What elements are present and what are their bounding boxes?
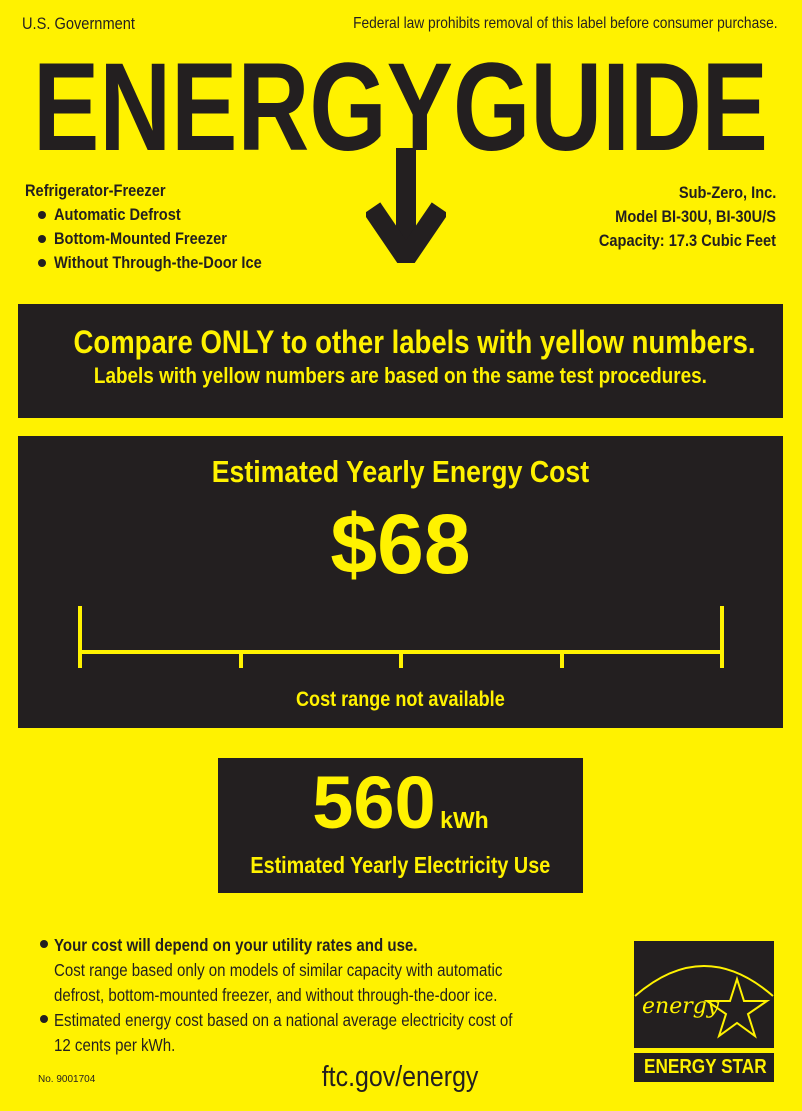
compare-banner: Compare ONLY to other labels with yellow… [18,304,783,418]
energy-star-label: ENERGY STAR [634,1053,774,1082]
cost-range-note: Cost range not available [296,688,505,711]
electricity-value-row: 560 kWh [218,766,583,840]
yearly-cost-panel: Estimated Yearly Energy Cost $68 Cost ra… [18,436,783,728]
issuer: U.S. Government [22,14,135,33]
energy-star-icon: energy [634,941,774,1048]
cost-value: $68 [330,497,471,591]
note-2-line: 12 cents per kWh. [54,1035,176,1055]
arrow-down-icon [366,148,446,263]
manufacturer-info: Sub-Zero, Inc. Model BI-30U, BI-30U/S Ca… [570,181,776,253]
svg-text:energy: energy [642,994,720,1019]
website-link[interactable]: ftc.gov/energy [321,1061,479,1093]
label-number: No. 9001704 [38,1074,96,1085]
electricity-use-panel: 560 kWh Estimated Yearly Electricity Use [218,758,583,893]
feature-item: Automatic Defrost [34,205,296,229]
note-1-line: defrost, bottom-mounted freezer, and wit… [54,985,498,1005]
capacity: Capacity: 17.3 Cubic Feet [598,231,776,250]
removal-notice: Federal law prohibits removal of this la… [353,15,778,32]
energy-star-logo: energy ENERGY STAR [634,941,774,1082]
feature-list: Automatic Defrost Bottom-Mounted Freezer… [34,205,296,277]
compare-line2: Labels with yellow numbers are based on … [94,363,707,388]
feature-item: Bottom-Mounted Freezer [34,229,296,253]
electricity-label: Estimated Yearly Electricity Use [250,852,551,878]
note-1-heading: Your cost will depend on your utility ra… [38,933,587,958]
model: Model BI-30U, BI-30U/S [615,207,776,226]
compare-line1: Compare ONLY to other labels with yellow… [73,324,756,360]
cost-range-scale [78,606,724,668]
cost-heading: Estimated Yearly Energy Cost [211,454,590,489]
note-2: Estimated energy cost based on a nationa… [38,1008,587,1033]
product-type: Refrigerator-Freezer [25,181,166,200]
note-1-line: Cost range based only on models of simil… [54,960,503,980]
feature-item: Without Through-the-Door Ice [34,253,296,277]
electricity-value: 560 [312,761,436,844]
notes: Your cost will depend on your utility ra… [38,933,587,1058]
electricity-unit: kWh [440,807,489,833]
manufacturer: Sub-Zero, Inc. [678,183,776,202]
